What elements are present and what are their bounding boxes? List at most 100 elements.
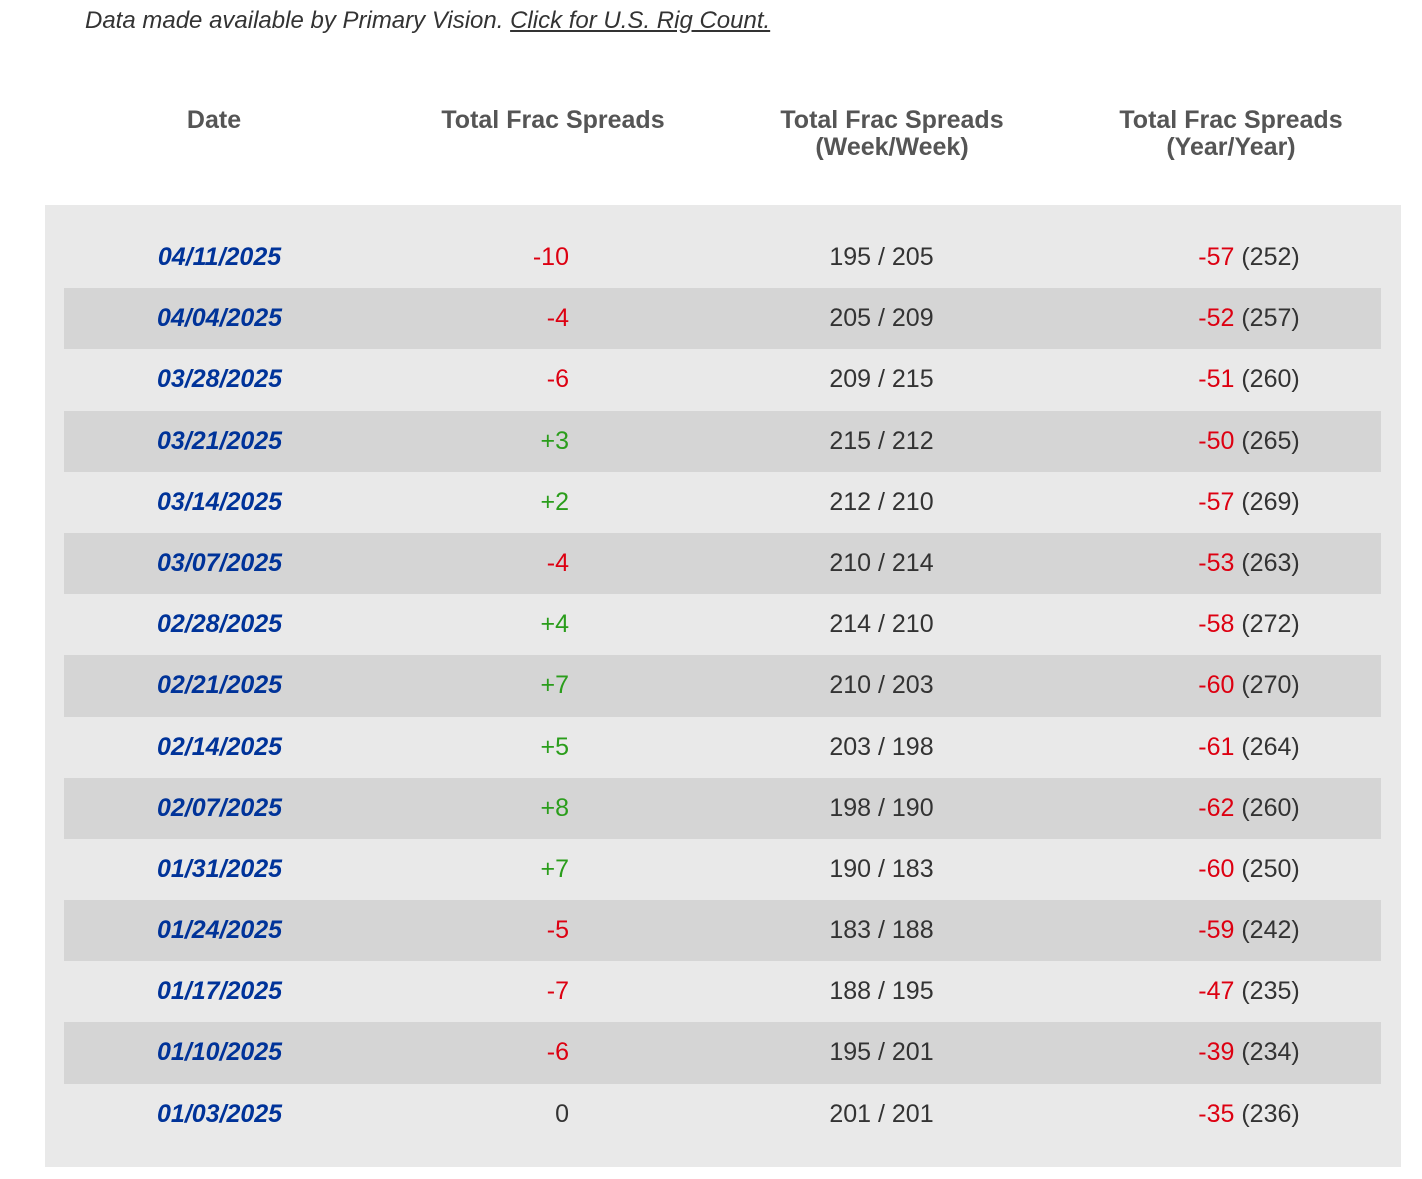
year-over-year-cell: -51 (260) — [1124, 349, 1374, 410]
table-row: 01/31/2025 +7 190 / 183 -60 (250) — [64, 839, 1381, 900]
weekly-change-cell: +7 — [540, 854, 569, 883]
year-change-value: -58 — [1198, 610, 1235, 639]
week-over-week-cell: 210 / 214 — [829, 548, 934, 577]
year-over-year-cell: -52 (257) — [1124, 288, 1374, 349]
date-cell: 02/07/2025 — [156, 793, 283, 822]
weekly-change-cell: -6 — [546, 1038, 569, 1067]
date-cell: 02/28/2025 — [156, 610, 283, 639]
header-year-line2: (Year/Year) — [1166, 133, 1296, 161]
weekly-change-cell: -4 — [546, 548, 569, 577]
table-row: 03/21/2025 +3 215 / 212 -50 (265) — [64, 410, 1381, 472]
data-attribution: Data made available by Primary Vision. C… — [85, 7, 770, 35]
weekly-change-cell: +8 — [540, 793, 569, 822]
date-cell: 03/28/2025 — [156, 365, 283, 394]
year-change-value: -51 — [1198, 365, 1235, 394]
weekly-change-cell: +2 — [540, 487, 569, 516]
weekly-change-cell: -6 — [546, 365, 569, 394]
week-over-week-cell: 183 / 188 — [829, 916, 934, 945]
date-cell: 01/03/2025 — [156, 1099, 283, 1128]
week-over-week-cell: 209 / 215 — [829, 365, 934, 394]
weekly-change-cell: +7 — [540, 671, 569, 700]
header-year-line1: Total Frac Spreads — [1119, 106, 1343, 134]
header-week-over-week: Total Frac Spreads (Week/Week) — [727, 107, 1057, 161]
table-row: 02/07/2025 +8 198 / 190 -62 (260) — [64, 777, 1381, 839]
date-cell: 03/14/2025 — [156, 487, 283, 516]
table-row: 01/17/2025 -7 188 / 195 -47 (235) — [64, 961, 1381, 1022]
header-year-over-year: Total Frac Spreads (Year/Year) — [1066, 107, 1396, 161]
week-over-week-cell: 205 / 209 — [829, 304, 934, 333]
year-previous-count: (272) — [1241, 610, 1300, 639]
weekly-change-cell: +4 — [540, 610, 569, 639]
year-over-year-cell: -53 (263) — [1124, 533, 1374, 594]
date-cell: 04/11/2025 — [157, 243, 282, 271]
year-change-value: -59 — [1198, 916, 1235, 945]
year-over-year-cell: -57 (252) — [1124, 227, 1374, 288]
year-previous-count: (234) — [1241, 1038, 1300, 1067]
year-previous-count: (250) — [1241, 854, 1300, 883]
weekly-change-cell: -4 — [546, 304, 569, 333]
date-cell: 04/04/2025 — [156, 304, 283, 333]
year-over-year-cell: -39 (234) — [1124, 1022, 1374, 1083]
year-change-value: -57 — [1198, 487, 1235, 516]
week-over-week-cell: 201 / 201 — [829, 1099, 934, 1128]
table-row: 01/10/2025 -6 195 / 201 -39 (234) — [64, 1022, 1381, 1084]
year-change-value: -62 — [1198, 793, 1235, 822]
table-row: 03/14/2025 +2 212 / 210 -57 (269) — [64, 472, 1381, 533]
table-row: 04/11/2025 -10 195 / 205 -57 (252) — [64, 227, 1381, 288]
frac-spread-table: 04/11/2025 -10 195 / 205 -57 (252) 04/04/202… — [45, 205, 1401, 1167]
year-change-value: -60 — [1198, 671, 1235, 700]
table-body: 04/11/2025 -10 195 / 205 -57 (252) 04/04/202… — [64, 227, 1381, 1145]
week-over-week-cell: 210 / 203 — [829, 671, 934, 700]
year-over-year-cell: -59 (242) — [1124, 900, 1374, 961]
year-previous-count: (265) — [1241, 426, 1300, 455]
week-over-week-cell: 195 / 205 — [829, 243, 934, 271]
year-previous-count: (257) — [1241, 304, 1300, 333]
table-row: 01/24/2025 -5 183 / 188 -59 (242) — [64, 900, 1381, 962]
weekly-change-cell: 0 — [555, 1099, 569, 1128]
date-cell: 01/10/2025 — [156, 1038, 283, 1067]
header-date: Date — [49, 107, 379, 134]
weekly-change-cell: -5 — [546, 916, 569, 945]
year-change-value: -60 — [1198, 854, 1235, 883]
table-header: Date Total Frac Spreads Total Frac Sprea… — [45, 107, 1401, 167]
week-over-week-cell: 214 / 210 — [829, 610, 934, 639]
week-over-week-cell: 188 / 195 — [829, 977, 934, 1006]
year-previous-count: (264) — [1241, 732, 1300, 761]
year-over-year-cell: -47 (235) — [1124, 961, 1374, 1022]
year-over-year-cell: -60 (250) — [1124, 839, 1374, 900]
weekly-change-cell: -7 — [546, 977, 569, 1006]
date-cell: 01/31/2025 — [156, 854, 283, 883]
table-row: 02/28/2025 +4 214 / 210 -58 (272) — [64, 594, 1381, 655]
year-over-year-cell: -61 (264) — [1124, 717, 1374, 778]
year-previous-count: (252) — [1241, 243, 1300, 271]
week-over-week-cell: 212 / 210 — [829, 487, 934, 516]
year-over-year-cell: -35 (236) — [1124, 1084, 1374, 1145]
date-cell: 02/14/2025 — [156, 732, 283, 761]
year-change-value: -53 — [1198, 548, 1235, 577]
week-over-week-cell: 190 / 183 — [829, 854, 934, 883]
header-total-label: Total Frac Spreads — [441, 106, 665, 134]
year-change-value: -57 — [1198, 243, 1235, 271]
table-row: 04/04/2025 -4 205 / 209 -52 (257) — [64, 288, 1381, 350]
weekly-change-cell: +3 — [540, 426, 569, 455]
date-cell: 03/07/2025 — [156, 548, 283, 577]
header-total: Total Frac Spreads — [388, 107, 718, 134]
table-row: 02/21/2025 +7 210 / 203 -60 (270) — [64, 655, 1381, 717]
header-date-label: Date — [186, 106, 242, 134]
table-row: 01/03/2025 0 201 / 201 -35 (236) — [64, 1084, 1381, 1145]
year-previous-count: (270) — [1241, 671, 1300, 700]
year-previous-count: (236) — [1241, 1099, 1300, 1128]
us-rig-count-link[interactable]: Click for U.S. Rig Count. — [510, 7, 771, 34]
year-over-year-cell: -60 (270) — [1124, 655, 1374, 716]
date-cell: 02/21/2025 — [156, 671, 283, 700]
weekly-change-cell: +5 — [540, 732, 569, 761]
date-cell: 01/24/2025 — [156, 916, 283, 945]
weekly-change-cell: -10 — [532, 243, 569, 271]
year-previous-count: (242) — [1241, 916, 1300, 945]
table-row: 02/14/2025 +5 203 / 198 -61 (264) — [64, 717, 1381, 778]
year-over-year-cell: -50 (265) — [1124, 411, 1374, 472]
attribution-text: Data made available by Primary Vision. — [85, 7, 511, 34]
year-change-value: -61 — [1198, 732, 1235, 761]
year-previous-count: (269) — [1241, 487, 1300, 516]
year-change-value: -52 — [1198, 304, 1235, 333]
